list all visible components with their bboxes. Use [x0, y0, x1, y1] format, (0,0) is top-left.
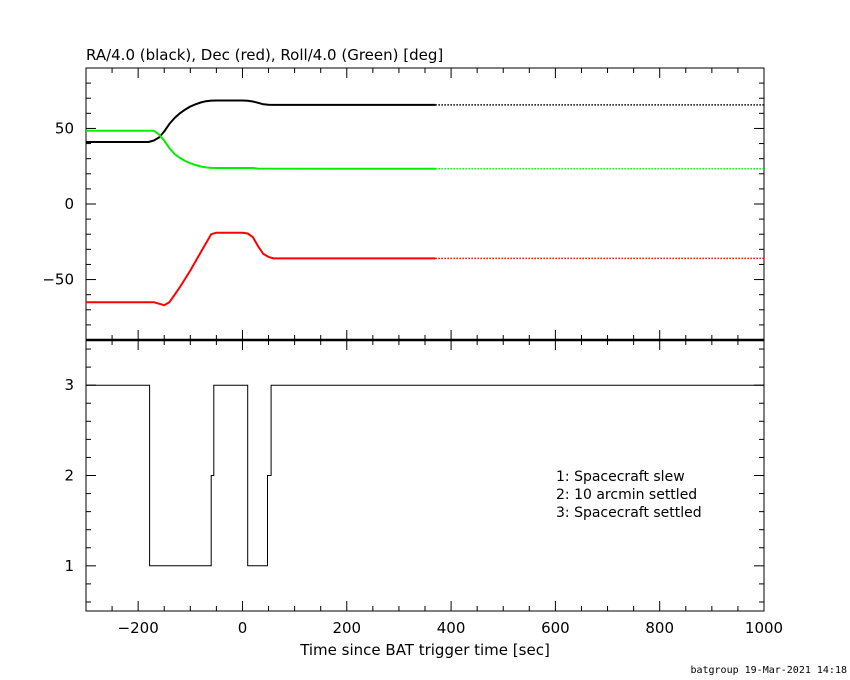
- x-tick-label: 600: [541, 619, 570, 637]
- x-tick-label: 0: [238, 619, 248, 637]
- x-axis-label: Time since BAT trigger time [sec]: [299, 641, 550, 659]
- top-series-line-1: [86, 231, 436, 307]
- x-tick-label: 200: [332, 619, 361, 637]
- legend-line-2: 2: 10 arcmin settled: [556, 487, 697, 503]
- top-y-tick-label: 50: [55, 119, 74, 137]
- legend-line-3: 3: Spacecraft settled: [556, 505, 702, 521]
- footer-timestamp: batgroup 19-Mar-2021 14:18: [690, 665, 847, 676]
- top-y-tick-label: 0: [64, 195, 74, 213]
- bottom-y-tick-label: 1: [64, 557, 74, 575]
- x-tick-label: −200: [118, 619, 159, 637]
- top-series-line-0: [86, 99, 436, 143]
- bottom-y-tick-label: 2: [64, 467, 74, 485]
- top-panel-title: RA/4.0 (black), Dec (red), Roll/4.0 (Gre…: [86, 46, 443, 64]
- bottom-y-tick-label: 3: [64, 376, 74, 394]
- bottom-panel-ticks: 1 2 3 −200 0 200 400 600 800 1000: [64, 340, 783, 637]
- top-y-tick-label: −50: [42, 271, 74, 289]
- x-tick-label: 1000: [745, 619, 783, 637]
- top-panel-ticks: −50 0 50: [42, 67, 765, 341]
- bottom-panel-series: [86, 384, 764, 567]
- legend-line-1: 1: Spacecraft slew: [556, 469, 685, 485]
- legend: 1: Spacecraft slew 2: 10 arcmin settled …: [556, 469, 702, 521]
- x-tick-label: 800: [645, 619, 674, 637]
- status-step-line: [86, 384, 764, 567]
- top-panel-series: [86, 99, 764, 307]
- top-series-line-2: [86, 129, 436, 170]
- x-tick-label: 400: [437, 619, 466, 637]
